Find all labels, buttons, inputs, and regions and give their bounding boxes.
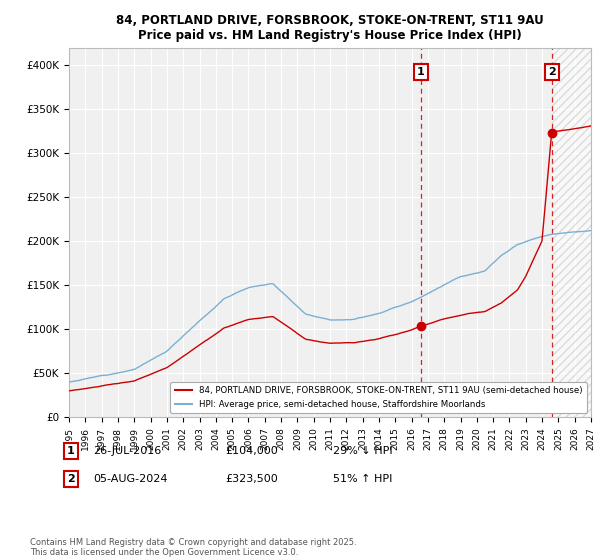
Text: 2: 2 — [548, 67, 556, 77]
Text: 05-AUG-2024: 05-AUG-2024 — [93, 474, 167, 484]
Legend: 84, PORTLAND DRIVE, FORSBROOK, STOKE-ON-TRENT, ST11 9AU (semi-detached house), H: 84, PORTLAND DRIVE, FORSBROOK, STOKE-ON-… — [170, 382, 587, 413]
Text: 2: 2 — [67, 474, 74, 484]
Text: £323,500: £323,500 — [225, 474, 278, 484]
Text: 1: 1 — [67, 446, 74, 456]
Title: 84, PORTLAND DRIVE, FORSBROOK, STOKE-ON-TRENT, ST11 9AU
Price paid vs. HM Land R: 84, PORTLAND DRIVE, FORSBROOK, STOKE-ON-… — [116, 14, 544, 42]
Text: £104,000: £104,000 — [225, 446, 278, 456]
Text: 26-JUL-2016: 26-JUL-2016 — [93, 446, 161, 456]
Text: Contains HM Land Registry data © Crown copyright and database right 2025.
This d: Contains HM Land Registry data © Crown c… — [30, 538, 356, 557]
Text: 29% ↓ HPI: 29% ↓ HPI — [333, 446, 392, 456]
Text: 51% ↑ HPI: 51% ↑ HPI — [333, 474, 392, 484]
Bar — [551, 48, 591, 417]
Text: 1: 1 — [417, 67, 425, 77]
